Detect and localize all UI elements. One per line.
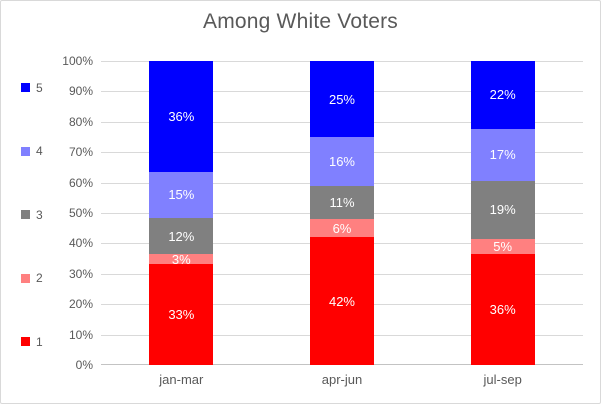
bar-segment-series-1: 36% — [470, 254, 535, 365]
bar-segment-series-3: 11% — [309, 185, 374, 220]
bar-segment-series-5: 22% — [470, 61, 535, 129]
segment-data-label: 6% — [332, 220, 352, 236]
bar-segment-series-4: 15% — [149, 171, 214, 218]
y-tick-label: 20% — [68, 297, 93, 312]
segment-data-label: 22% — [489, 87, 516, 103]
x-axis-label-jan-mar: jan-mar — [159, 372, 204, 387]
legend-label: 3 — [36, 207, 43, 222]
legend: 5 4 3 2 1 — [21, 61, 93, 365]
chart-title: Among White Voters — [202, 10, 399, 33]
plot-area: 33% 3% 12% 15% 36% 42% 6% 11% 16% 25% 36% 5% 19% 17% 2… — [101, 61, 583, 365]
segment-data-label: 12% — [168, 228, 195, 244]
segment-data-label: 5% — [493, 239, 513, 255]
bar-segment-series-2: 3% — [149, 251, 214, 267]
y-tick-label: 50% — [68, 206, 93, 220]
x-axis-label-jul-sep: jul-sep — [483, 372, 522, 387]
legend-label: 5 — [36, 80, 43, 95]
legend-swatch-icon — [21, 83, 30, 92]
bar-segment-series-3: 12% — [149, 217, 214, 255]
segment-data-label: 19% — [489, 202, 516, 218]
y-tick-label: 0% — [75, 358, 93, 372]
segment-data-label: 33% — [168, 306, 195, 322]
bar-stack: 36% 5% 19% 17% 22% — [470, 61, 535, 365]
legend-swatch-icon — [21, 146, 30, 156]
segment-data-label: 25% — [328, 91, 355, 107]
bar-segment-series-2: 6% — [309, 219, 374, 238]
segment-data-label: 36% — [489, 302, 516, 318]
y-tick-label: 70% — [68, 145, 93, 160]
legend-item-4: 4 — [21, 145, 43, 157]
y-tick-label: 60% — [68, 175, 93, 190]
bar-segment-series-2: 5% — [470, 239, 535, 255]
legend-swatch-icon — [21, 210, 30, 219]
bar-segment-series-5: 36% — [149, 61, 214, 172]
segment-data-label: 42% — [328, 293, 355, 309]
legend-label: 4 — [36, 144, 43, 158]
bar-segment-series-4: 16% — [309, 137, 374, 186]
segment-data-label: 3% — [171, 251, 191, 267]
bar-column-apr-jun: 42% 6% 11% 16% 25% — [262, 61, 423, 365]
bar-segment-series-1: 42% — [309, 237, 374, 365]
bar-column-jul-sep: 36% 5% 19% 17% 22% — [422, 61, 583, 365]
y-tick-label: 90% — [68, 84, 93, 99]
legend-item-1: 1 — [21, 336, 43, 348]
x-axis-label-apr-jun: apr-jun — [321, 372, 363, 387]
legend-item-3: 3 — [21, 209, 43, 221]
y-tick-label: 10% — [68, 327, 93, 342]
y-tick-label: 30% — [68, 266, 93, 281]
legend-item-5: 5 — [21, 82, 43, 94]
legend-swatch-icon — [21, 337, 30, 346]
legend-item-2: 2 — [21, 272, 43, 284]
y-tick-label: 40% — [68, 236, 93, 251]
legend-label: 2 — [36, 271, 43, 285]
bar-segment-series-1: 33% — [149, 263, 214, 365]
bar-column-jan-mar: 33% 3% 12% 15% 36% — [101, 61, 262, 365]
legend-swatch-icon — [21, 273, 30, 283]
segment-data-label: 17% — [489, 147, 516, 163]
bar-segment-series-5: 25% — [309, 61, 374, 138]
segment-data-label: 36% — [168, 108, 195, 124]
segment-data-label: 16% — [328, 153, 355, 169]
legend-label: 1 — [36, 334, 43, 349]
y-tick-label: 100% — [62, 54, 93, 68]
segment-data-label: 11% — [329, 194, 355, 210]
y-tick-label: 80% — [68, 114, 93, 129]
bar-stack: 42% 6% 11% 16% 25% — [309, 61, 374, 365]
segment-data-label: 15% — [168, 187, 195, 203]
bar-segment-series-3: 19% — [470, 180, 535, 240]
bar-stack: 33% 3% 12% 15% 36% — [149, 61, 214, 365]
bar-segment-series-4: 17% — [470, 128, 535, 181]
x-axis-labels: jan-mar apr-jun jul-sep — [101, 372, 583, 387]
y-axis-labels: 0% 10% 20% 30% 40% 50% 60% 70% 80% 90% 100% — [1, 54, 93, 372]
